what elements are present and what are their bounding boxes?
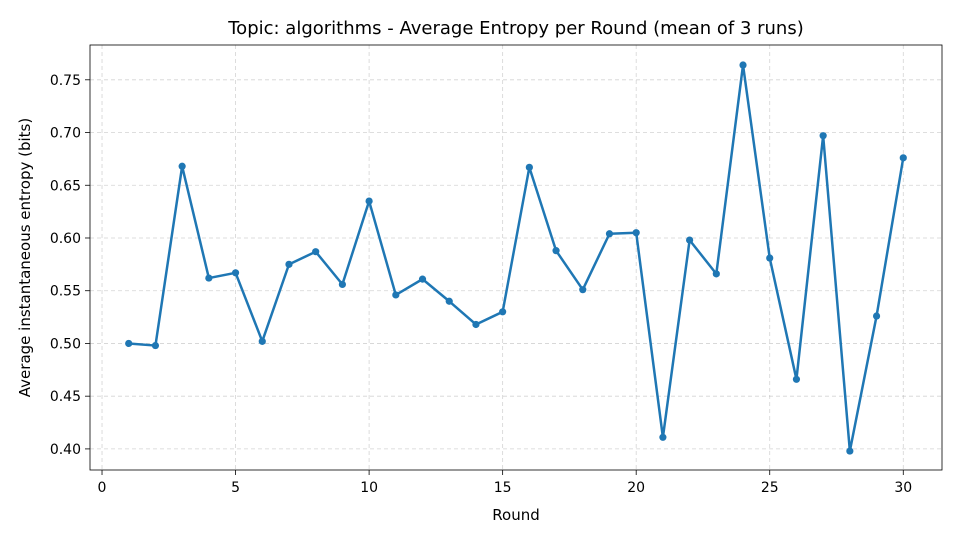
- data-point-marker: [125, 339, 133, 348]
- data-point-marker: [899, 154, 907, 162]
- data-point-marker: [231, 269, 240, 277]
- x-tick-label: 20: [627, 480, 645, 496]
- y-axis-label: Average instantaneous entropy (bits): [16, 118, 34, 397]
- data-point-marker: [499, 308, 507, 316]
- x-tick-label: 25: [761, 480, 779, 496]
- x-tick-label: 10: [360, 480, 378, 496]
- y-tick-label: 0.75: [50, 73, 81, 89]
- data-point-marker: [285, 260, 293, 268]
- data-point-marker: [365, 197, 373, 205]
- data-point-marker: [312, 248, 320, 256]
- data-point-marker: [178, 162, 186, 170]
- y-tick-label: 0.45: [50, 389, 81, 405]
- data-point-marker: [766, 254, 774, 262]
- data-point-marker: [525, 163, 533, 171]
- data-point-marker: [739, 61, 747, 69]
- data-point-marker: [418, 275, 427, 283]
- data-point-marker: [472, 320, 480, 329]
- data-point-marker: [819, 132, 827, 140]
- data-point-marker: [392, 291, 400, 299]
- series-layer: [125, 61, 907, 455]
- data-point-marker: [872, 312, 881, 320]
- axis-ticks: 0 5 10 15 20 25 30 0.40 0.45 0.50 0.55 0.60 0.65 0.70…: [50, 73, 912, 496]
- y-tick-label: 0.65: [50, 178, 81, 194]
- data-point-marker: [632, 229, 640, 237]
- y-tick-label: 0.55: [50, 284, 81, 300]
- y-tick-label: 0.60: [50, 231, 81, 247]
- plot-area-frame: [89, 44, 943, 471]
- y-tick-label: 0.50: [50, 336, 81, 352]
- data-point-marker: [445, 297, 453, 305]
- y-tick-label: 0.40: [50, 442, 81, 458]
- data-point-marker: [686, 236, 694, 244]
- x-tick-label: 15: [494, 480, 512, 496]
- data-point-marker: [258, 337, 266, 345]
- chart-title: Topic: algorithms - Average Entropy per …: [227, 18, 804, 39]
- data-point-marker: [338, 280, 346, 288]
- data-point-marker: [552, 247, 560, 255]
- series-line: [128, 63, 905, 453]
- x-axis-label: Round: [492, 506, 539, 524]
- x-tick-label: 0: [98, 480, 107, 496]
- x-tick-label: 5: [231, 480, 240, 496]
- data-point-marker: [605, 230, 614, 238]
- data-point-marker: [205, 274, 213, 282]
- data-point-marker: [151, 341, 160, 350]
- x-tick-label: 30: [894, 480, 912, 496]
- y-tick-label: 0.70: [50, 126, 81, 142]
- data-point-marker: [659, 433, 667, 441]
- data-point-marker: [846, 447, 854, 455]
- data-point-marker: [579, 286, 587, 294]
- data-point-marker: [792, 375, 801, 383]
- data-point-marker: [712, 270, 720, 278]
